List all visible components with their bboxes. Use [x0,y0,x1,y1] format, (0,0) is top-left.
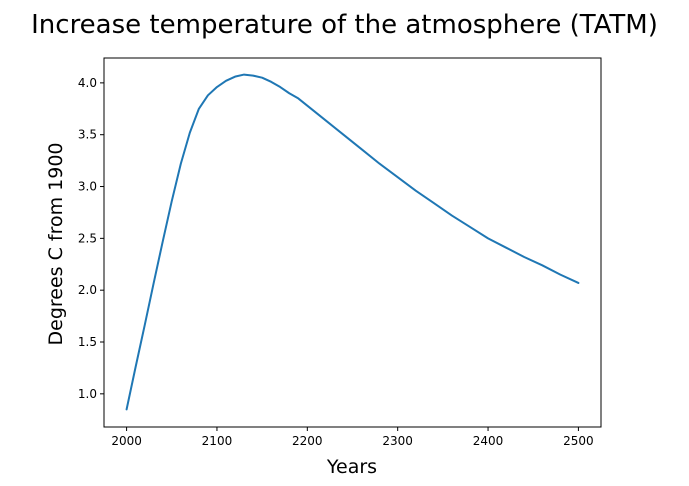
x-tick-label: 2300 [382,434,413,448]
y-tick-label: 1.0 [78,387,97,401]
x-tick-label: 2000 [111,434,142,448]
x-tick-label: 2400 [473,434,504,448]
chart-title: Increase temperature of the atmosphere (… [31,10,658,40]
y-tick-label: 2.0 [78,283,97,297]
y-tick-label: 1.5 [78,335,97,349]
x-tick-label: 2100 [202,434,233,448]
x-tick-label: 2200 [292,434,323,448]
y-tick-label: 3.5 [78,128,97,142]
y-tick-label: 2.5 [78,231,97,245]
x-axis-label: Years [326,456,377,478]
y-tick-label: 4.0 [78,76,97,90]
x-tick-label: 2500 [563,434,594,448]
plot-area: 2000 2100 2200 2300 2400 2500 1.0 1.5 2.0 2.5 3.0 3… [78,57,602,448]
series-line-0 [125,73,580,411]
plot-frame [103,57,602,428]
y-axis-label: Degrees C from 1900 [45,142,67,345]
y-tick-label: 3.0 [78,180,97,194]
